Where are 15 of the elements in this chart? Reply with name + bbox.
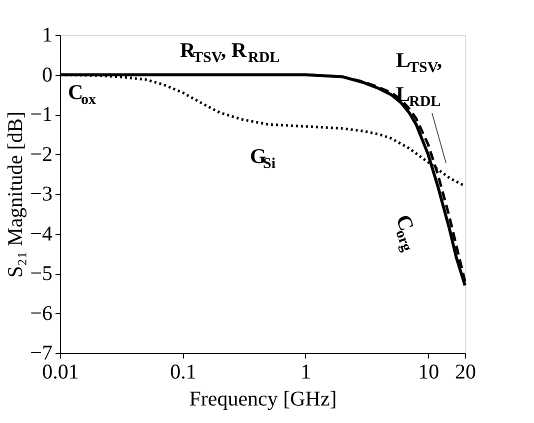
y-tick-label: 1: [42, 22, 52, 46]
x-tick-label: 0.1: [170, 360, 196, 384]
y-tick-label: 0: [42, 62, 52, 86]
y-tick-label: −5: [30, 261, 52, 285]
x-tick-label: 10: [418, 360, 440, 384]
y-tick-label: −2: [30, 142, 52, 166]
annotation: Corg: [391, 212, 420, 254]
x-tick-label: 20: [455, 360, 476, 384]
y-tick-label: −4: [30, 221, 53, 246]
x-tick-label: 1: [300, 360, 312, 384]
x-axis-title: Frequency [GHz]: [189, 386, 337, 410]
y-axis-title: S₂₁ Magnitude [dB]: [3, 111, 28, 278]
y-tick-label: −1: [30, 102, 52, 126]
y-tick-label: −3: [30, 182, 52, 206]
y-tick-label: −6: [30, 300, 52, 325]
